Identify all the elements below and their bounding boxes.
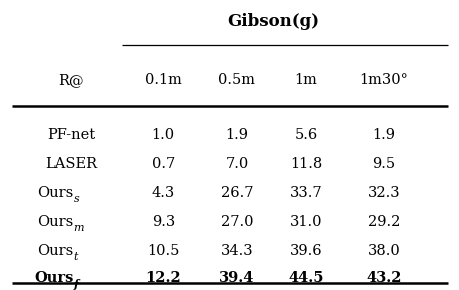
Text: 32.3: 32.3 xyxy=(367,186,399,200)
Text: 44.5: 44.5 xyxy=(287,271,323,285)
Text: 1.0: 1.0 xyxy=(151,128,174,142)
Text: 0.1m: 0.1m xyxy=(145,73,181,87)
Text: f: f xyxy=(73,279,78,290)
Text: 12.2: 12.2 xyxy=(145,271,181,285)
Text: 34.3: 34.3 xyxy=(220,244,252,258)
Text: Ours: Ours xyxy=(37,186,73,200)
Text: 1m: 1m xyxy=(294,73,317,87)
Text: R@: R@ xyxy=(58,73,84,87)
Text: Ours: Ours xyxy=(37,244,73,258)
Text: 43.2: 43.2 xyxy=(365,271,401,285)
Text: 1.9: 1.9 xyxy=(225,128,248,142)
Text: 39.6: 39.6 xyxy=(289,244,321,258)
Text: 26.7: 26.7 xyxy=(220,186,252,200)
Text: 39.4: 39.4 xyxy=(219,271,254,285)
Text: 1m30°: 1m30° xyxy=(359,73,408,87)
Text: 9.5: 9.5 xyxy=(372,157,395,171)
Text: s: s xyxy=(73,194,79,204)
Text: t: t xyxy=(73,252,78,262)
Text: PF-net: PF-net xyxy=(47,128,95,142)
Text: 0.5m: 0.5m xyxy=(218,73,255,87)
Text: LASER: LASER xyxy=(45,157,97,171)
Text: 7.0: 7.0 xyxy=(225,157,248,171)
Text: 11.8: 11.8 xyxy=(289,157,321,171)
Text: Ours: Ours xyxy=(37,215,73,229)
Text: 27.0: 27.0 xyxy=(220,215,252,229)
Text: 4.3: 4.3 xyxy=(151,186,174,200)
Text: m: m xyxy=(73,223,84,233)
Text: 5.6: 5.6 xyxy=(294,128,317,142)
Text: 10.5: 10.5 xyxy=(147,244,179,258)
Text: Ours: Ours xyxy=(34,271,73,285)
Text: 0.7: 0.7 xyxy=(151,157,174,171)
Text: 29.2: 29.2 xyxy=(367,215,399,229)
Text: 33.7: 33.7 xyxy=(289,186,321,200)
Text: 31.0: 31.0 xyxy=(289,215,321,229)
Text: Gibson(g): Gibson(g) xyxy=(227,13,319,30)
Text: 38.0: 38.0 xyxy=(367,244,400,258)
Text: 9.3: 9.3 xyxy=(151,215,174,229)
Text: 1.9: 1.9 xyxy=(372,128,395,142)
